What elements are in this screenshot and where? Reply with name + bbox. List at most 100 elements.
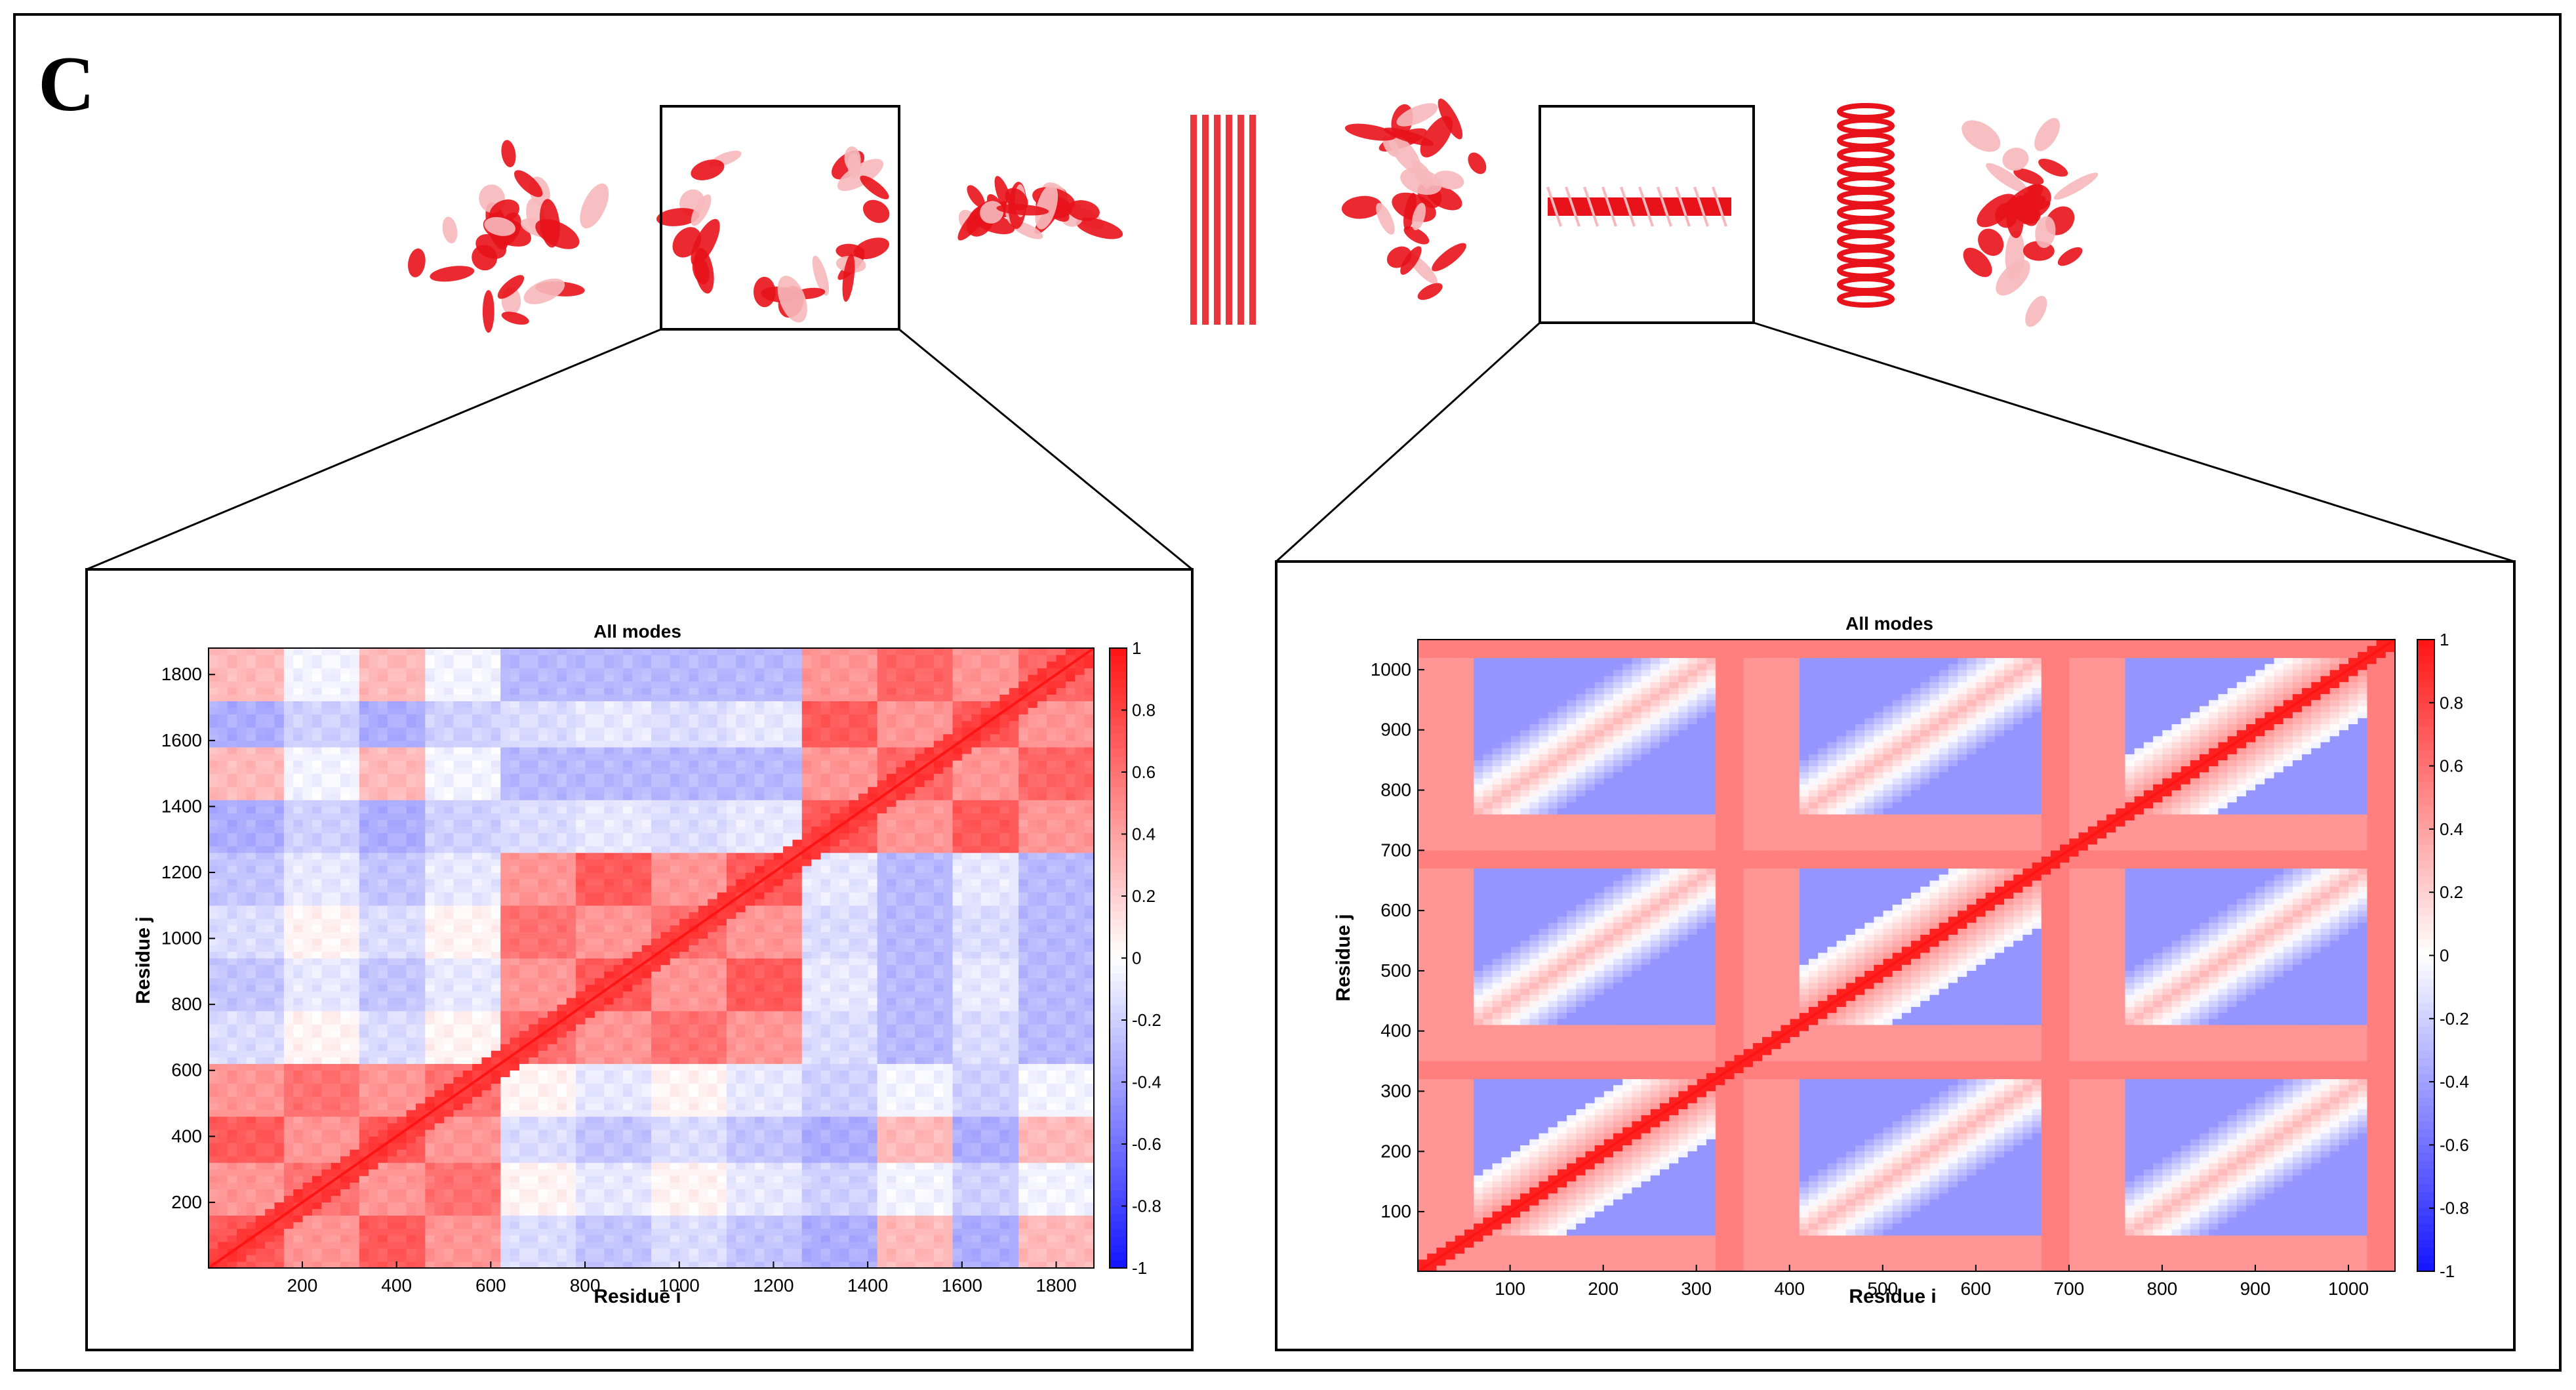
heatmap-cell bbox=[293, 1090, 304, 1097]
heatmap-cell bbox=[585, 668, 595, 675]
heatmap-cell bbox=[491, 1083, 501, 1091]
heatmap-cell bbox=[218, 1017, 228, 1025]
heatmap-cell bbox=[604, 1208, 614, 1216]
heatmap-cell bbox=[425, 707, 435, 715]
heatmap-cell bbox=[255, 839, 266, 847]
heatmap-cell bbox=[529, 1103, 539, 1111]
heatmap-cell bbox=[641, 760, 652, 767]
heatmap-cell bbox=[321, 878, 332, 886]
heatmap-cell bbox=[340, 925, 351, 932]
heatmap-cell bbox=[209, 1031, 218, 1038]
heatmap-cell bbox=[548, 773, 557, 781]
heatmap-cell bbox=[548, 819, 557, 827]
heatmap-cell bbox=[444, 793, 454, 800]
heatmap-cell bbox=[227, 1149, 237, 1156]
heatmap-cell bbox=[462, 885, 473, 893]
heatmap-cell bbox=[462, 977, 473, 985]
heatmap-cell bbox=[491, 1017, 501, 1025]
heatmap-cell bbox=[660, 1076, 671, 1084]
heatmap-cell bbox=[576, 1017, 586, 1025]
heatmap-cell bbox=[331, 793, 341, 800]
heatmap-cell bbox=[632, 1149, 643, 1156]
heatmap-cell bbox=[415, 1241, 426, 1249]
heatmap-cell bbox=[209, 787, 218, 794]
heatmap-cell bbox=[548, 687, 557, 695]
heatmap-cell bbox=[510, 813, 520, 820]
heatmap-cell bbox=[274, 733, 285, 741]
heatmap-cell bbox=[651, 1090, 661, 1097]
heatmap-cell bbox=[453, 945, 464, 952]
heatmap-cell bbox=[670, 1235, 680, 1242]
heatmap-cell bbox=[340, 766, 351, 774]
heatmap-cell bbox=[689, 787, 699, 794]
heatmap-cell bbox=[378, 1215, 388, 1223]
heatmap-cell bbox=[218, 681, 228, 688]
heatmap-cell bbox=[255, 931, 266, 939]
heatmap-cell bbox=[255, 991, 266, 998]
heatmap-cell bbox=[255, 687, 266, 695]
heatmap-cell bbox=[632, 945, 643, 952]
heatmap-cell bbox=[434, 687, 445, 695]
heatmap-cell bbox=[462, 819, 473, 827]
heatmap-cell bbox=[585, 800, 595, 807]
heatmap-cell bbox=[548, 1004, 557, 1012]
heatmap-cell bbox=[350, 925, 360, 932]
heatmap-cell bbox=[369, 1116, 379, 1124]
heatmap-cell bbox=[557, 806, 567, 813]
heatmap-cell bbox=[529, 839, 539, 847]
heatmap-cell bbox=[434, 780, 445, 787]
heatmap-cell bbox=[246, 918, 256, 926]
heatmap-cell bbox=[312, 945, 322, 952]
heatmap-cell bbox=[331, 760, 341, 767]
heatmap-cell bbox=[566, 925, 576, 932]
heatmap-cell bbox=[538, 766, 548, 774]
heatmap-cell bbox=[594, 787, 605, 794]
heatmap-cell bbox=[444, 727, 454, 735]
heatmap-cell bbox=[613, 1162, 624, 1170]
heatmap-cell bbox=[576, 931, 586, 939]
heatmap-cell bbox=[406, 997, 416, 1005]
heatmap-cell bbox=[237, 958, 247, 966]
heatmap-cell bbox=[321, 1162, 332, 1170]
heatmap-cell bbox=[632, 1175, 643, 1183]
heatmap-cell bbox=[340, 832, 351, 840]
heatmap-cell bbox=[209, 1103, 218, 1111]
heatmap-cell bbox=[576, 1235, 586, 1242]
heatmap-cell bbox=[340, 1037, 351, 1044]
heatmap-cell bbox=[481, 839, 492, 847]
heatmap-cell bbox=[369, 694, 379, 702]
heatmap-cell bbox=[641, 819, 652, 827]
heatmap-cell bbox=[369, 958, 379, 966]
heatmap-cell bbox=[227, 655, 237, 662]
heatmap-cell bbox=[246, 687, 256, 695]
heatmap-cell bbox=[491, 1103, 501, 1111]
heatmap-cell bbox=[397, 1116, 407, 1124]
heatmap-cell bbox=[255, 746, 266, 754]
heatmap-cell bbox=[350, 918, 360, 926]
heatmap-cell bbox=[604, 806, 614, 813]
heatmap-cell bbox=[538, 740, 548, 748]
heatmap-cell bbox=[387, 1063, 397, 1071]
heatmap-cell bbox=[218, 787, 228, 794]
heatmap-cell bbox=[246, 1031, 256, 1038]
heatmap-cell bbox=[641, 951, 652, 959]
heatmap-cell bbox=[594, 1261, 605, 1269]
heatmap-cell bbox=[519, 707, 529, 715]
heatmap-cell bbox=[246, 714, 256, 722]
heatmap-cell bbox=[557, 813, 567, 820]
heatmap-cell bbox=[641, 1135, 652, 1143]
heatmap-cell bbox=[359, 832, 369, 840]
heatmap-cell bbox=[444, 1149, 454, 1156]
heatmap-cell bbox=[557, 865, 567, 873]
heatmap-cell bbox=[359, 766, 369, 774]
heatmap-cell bbox=[660, 1149, 671, 1156]
heatmap-cell bbox=[500, 1195, 511, 1203]
heatmap-cell bbox=[369, 1122, 379, 1130]
heatmap-cell bbox=[209, 1169, 218, 1176]
heatmap-cell bbox=[369, 938, 379, 945]
heatmap-cell bbox=[246, 826, 256, 834]
heatmap-cell bbox=[622, 1037, 633, 1044]
heatmap-cell bbox=[331, 918, 341, 926]
heatmap-cell bbox=[510, 1109, 520, 1117]
heatmap-cell bbox=[622, 800, 633, 807]
